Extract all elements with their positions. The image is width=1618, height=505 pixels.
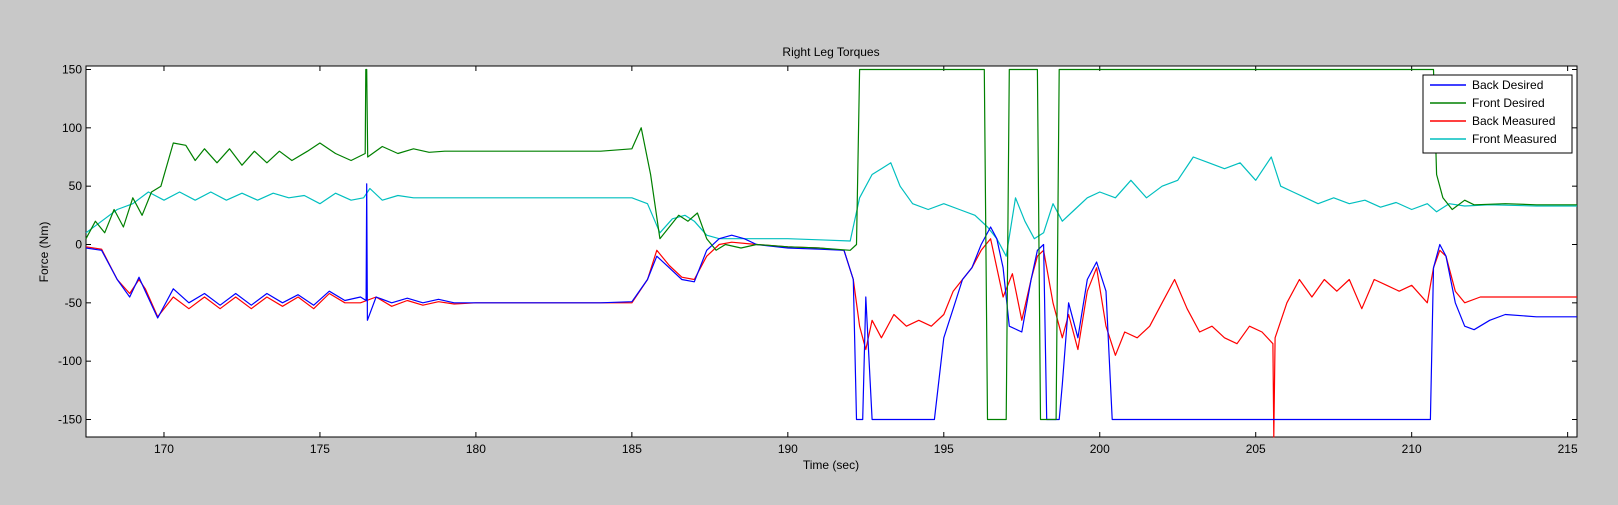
legend[interactable]: Back Desired Front Desired Back Measured Fr… <box>1422 74 1573 154</box>
chart-title: Right Leg Torques <box>782 45 879 59</box>
legend-label: Front Desired <box>1472 96 1545 110</box>
x-tick-label: 180 <box>466 442 486 456</box>
legend-entries: Back Desired Front Desired Back Measured Fr… <box>1430 78 1557 146</box>
plot-area <box>85 65 1578 438</box>
y-tick-label: 100 <box>62 121 82 135</box>
axis-ticks: 170 175 180 185 190 195 200 205 210 215 150 100 50 0 -… <box>58 63 1578 457</box>
legend-box <box>1422 74 1573 154</box>
y-axis-label: Force (Nm) <box>37 222 51 283</box>
y-tick-label: -100 <box>58 354 82 368</box>
x-tick-label: 190 <box>778 442 798 456</box>
x-tick-label: 210 <box>1402 442 1422 456</box>
legend-label: Back Measured <box>1472 114 1555 128</box>
y-tick-label: 150 <box>62 63 82 77</box>
x-tick-label: 170 <box>154 442 174 456</box>
y-tick-label: -150 <box>58 413 82 427</box>
y-tick-label: 0 <box>75 238 82 252</box>
x-tick-label: 185 <box>622 442 642 456</box>
x-tick-label: 195 <box>934 442 954 456</box>
series-line-front-desired <box>85 68 1577 421</box>
x-tick-label: 175 <box>310 442 330 456</box>
legend-label: Back Desired <box>1472 78 1543 92</box>
x-tick-label: 205 <box>1246 442 1266 456</box>
series-lines <box>85 68 1577 438</box>
legend-label: Front Measured <box>1472 132 1557 146</box>
x-tick-label: 215 <box>1558 442 1578 456</box>
series-line-front-measured <box>85 156 1577 257</box>
x-axis-label: Time (sec) <box>803 458 859 472</box>
x-tick-label: 200 <box>1090 442 1110 456</box>
y-tick-label: 50 <box>69 179 83 193</box>
y-tick-label: -50 <box>65 296 83 310</box>
